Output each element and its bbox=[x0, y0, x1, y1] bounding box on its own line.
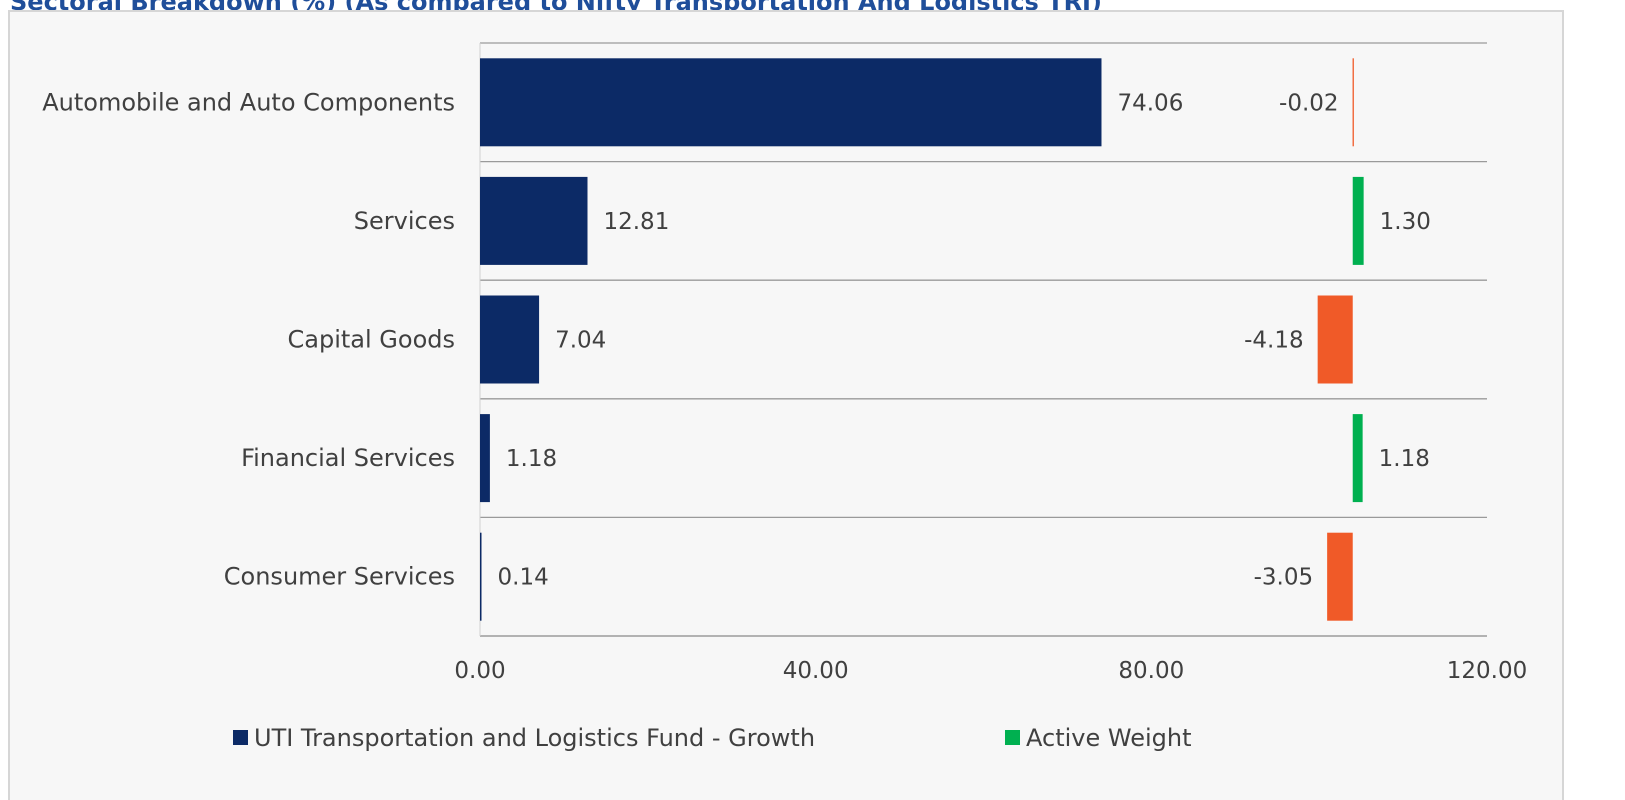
category-label: Automobile and Auto Components bbox=[42, 88, 455, 116]
category-label: Consumer Services bbox=[224, 563, 455, 591]
category-label: Financial Services bbox=[241, 444, 455, 472]
legend-label-active-weight: Active Weight bbox=[1026, 724, 1191, 752]
active-weight-data-label: -4.18 bbox=[1244, 328, 1304, 354]
active-weight-data-label: -3.05 bbox=[1254, 565, 1314, 591]
x-tick-label: 120.00 bbox=[1447, 658, 1527, 684]
active-weight-data-label: -0.02 bbox=[1279, 90, 1339, 116]
fund-bar bbox=[480, 532, 482, 621]
fund-data-label: 7.04 bbox=[555, 328, 606, 354]
fund-data-label: 0.14 bbox=[498, 565, 549, 591]
legend-swatch-active-weight bbox=[1005, 730, 1020, 745]
x-tick-label: 0.00 bbox=[454, 658, 505, 684]
legend-swatch-fund bbox=[233, 730, 248, 745]
fund-bar bbox=[480, 58, 1102, 147]
x-tick-label: 40.00 bbox=[783, 658, 849, 684]
category-label: Services bbox=[354, 207, 455, 235]
active-weight-bar bbox=[1352, 58, 1354, 147]
active-weight-data-label: 1.30 bbox=[1380, 209, 1431, 235]
active-weight-data-label: 1.18 bbox=[1379, 446, 1430, 472]
fund-data-label: 74.06 bbox=[1117, 90, 1183, 116]
category-label: Capital Goods bbox=[288, 326, 455, 354]
fund-data-label: 1.18 bbox=[506, 446, 557, 472]
fund-bar bbox=[480, 176, 588, 265]
active-weight-bar bbox=[1352, 414, 1363, 503]
active-weight-bar bbox=[1327, 532, 1353, 621]
active-weight-bar bbox=[1317, 295, 1353, 384]
x-tick-label: 80.00 bbox=[1118, 658, 1184, 684]
fund-bar bbox=[480, 414, 490, 503]
fund-bar bbox=[480, 295, 540, 384]
chart-panel bbox=[8, 10, 1564, 800]
active-weight-bar bbox=[1352, 176, 1364, 265]
legend-label-fund: UTI Transportation and Logistics Fund - … bbox=[254, 724, 815, 752]
fund-data-label: 12.81 bbox=[603, 209, 669, 235]
